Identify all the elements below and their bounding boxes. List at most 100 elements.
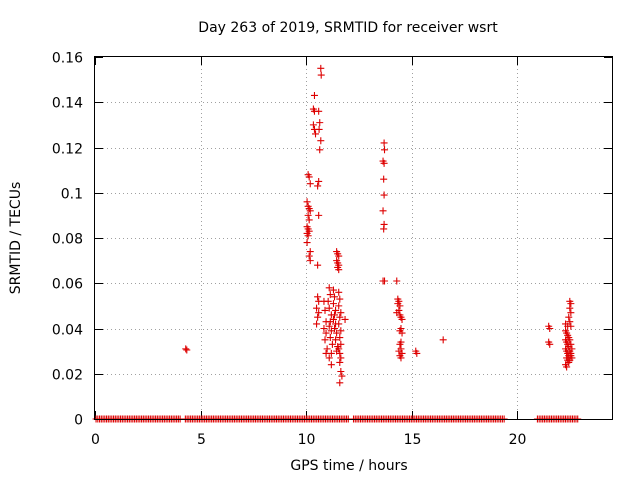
data-point <box>335 345 343 353</box>
data-point <box>315 211 323 219</box>
data-point <box>305 252 313 260</box>
data-point <box>567 300 575 308</box>
data-point <box>322 329 330 337</box>
y-tick-label: 0.12 <box>52 142 83 158</box>
chart-title: Day 263 of 2019, SRMTID for receiver wsr… <box>198 20 498 36</box>
data-point <box>328 340 336 348</box>
data-point <box>315 125 323 133</box>
data-point <box>326 291 334 299</box>
data-point <box>335 320 343 328</box>
data-point <box>315 107 323 115</box>
data-point <box>314 182 322 190</box>
data-point <box>303 239 311 247</box>
data-point <box>183 346 191 354</box>
data-point <box>304 211 312 219</box>
data-point <box>396 340 404 348</box>
x-tick-label: 5 <box>197 432 206 448</box>
data-point <box>329 286 337 294</box>
data-point <box>336 313 344 321</box>
y-tick-label: 0.06 <box>52 277 83 293</box>
data-point <box>341 315 349 323</box>
data-point <box>567 322 575 330</box>
data-point <box>313 304 321 312</box>
data-point <box>327 349 335 357</box>
data-point <box>398 315 406 323</box>
data-point <box>568 345 576 353</box>
data-point <box>336 349 344 357</box>
data-point <box>321 306 329 314</box>
data-point <box>304 232 312 240</box>
data-point <box>336 295 344 303</box>
data-point <box>337 327 345 335</box>
data-point <box>325 322 333 330</box>
data-point <box>316 146 324 154</box>
data-point <box>337 340 345 348</box>
data-point <box>317 137 325 145</box>
data-point <box>329 300 337 308</box>
data-point <box>566 304 574 312</box>
x-tick-label: 10 <box>298 432 316 448</box>
data-point <box>565 313 573 321</box>
data-point <box>314 293 322 301</box>
data-point <box>566 336 574 344</box>
data-point <box>306 257 314 265</box>
data-point <box>303 198 311 206</box>
data-point <box>335 302 343 310</box>
data-point <box>380 191 388 199</box>
data-point <box>380 225 388 233</box>
data-point <box>314 261 322 269</box>
data-point <box>306 248 314 256</box>
data-point <box>379 207 387 215</box>
data-point <box>567 309 575 317</box>
data-point <box>325 284 333 292</box>
data-point <box>326 334 334 342</box>
data-point <box>331 311 339 319</box>
data-point <box>546 325 554 332</box>
data-point <box>310 91 318 99</box>
x-axis-label: GPS time / hours <box>290 458 407 474</box>
y-tick-label: 0 <box>74 413 83 429</box>
x-tick-label: 0 <box>91 432 100 448</box>
data-point <box>320 325 328 332</box>
data-point <box>309 121 317 129</box>
data-point <box>306 207 314 215</box>
x-tick-label: 20 <box>509 432 527 448</box>
data-point <box>324 297 332 305</box>
data-point <box>567 340 575 348</box>
data-point <box>413 349 421 357</box>
data-point <box>331 293 339 301</box>
data-point <box>323 345 331 353</box>
plot-frame <box>94 56 613 420</box>
y-axis-label: SRMTID / TECUs <box>8 182 24 295</box>
data-point <box>325 304 333 312</box>
data-point <box>333 329 341 337</box>
data-point <box>327 361 335 369</box>
data-point <box>314 313 322 321</box>
data-point <box>546 340 554 348</box>
data-point <box>317 71 325 79</box>
data-point <box>336 334 344 342</box>
data-point <box>182 345 190 353</box>
data-point <box>381 146 389 154</box>
data-point <box>336 358 344 366</box>
data-point <box>306 180 314 188</box>
data-point <box>332 306 340 314</box>
data-point <box>393 277 401 285</box>
data-point <box>317 64 325 72</box>
y-tick-label: 0.1 <box>61 187 83 203</box>
tick-labels: 0 0.02 0.04 0.06 0.08 0.1 0.12 0.14 0.16 0 5 10 15 20 <box>52 51 527 449</box>
y-tick-label: 0.08 <box>52 232 83 248</box>
data-point <box>315 309 323 317</box>
data-point <box>337 367 345 375</box>
data-point <box>398 329 406 337</box>
data-point <box>396 302 404 310</box>
y-tick-label: 0.04 <box>52 323 83 339</box>
data-point <box>336 379 344 387</box>
data-point <box>563 363 571 371</box>
y-tick-label: 0.02 <box>52 368 83 384</box>
data-point <box>312 130 320 138</box>
data-point <box>315 177 323 185</box>
data-point <box>313 320 321 328</box>
data-point <box>305 216 313 224</box>
